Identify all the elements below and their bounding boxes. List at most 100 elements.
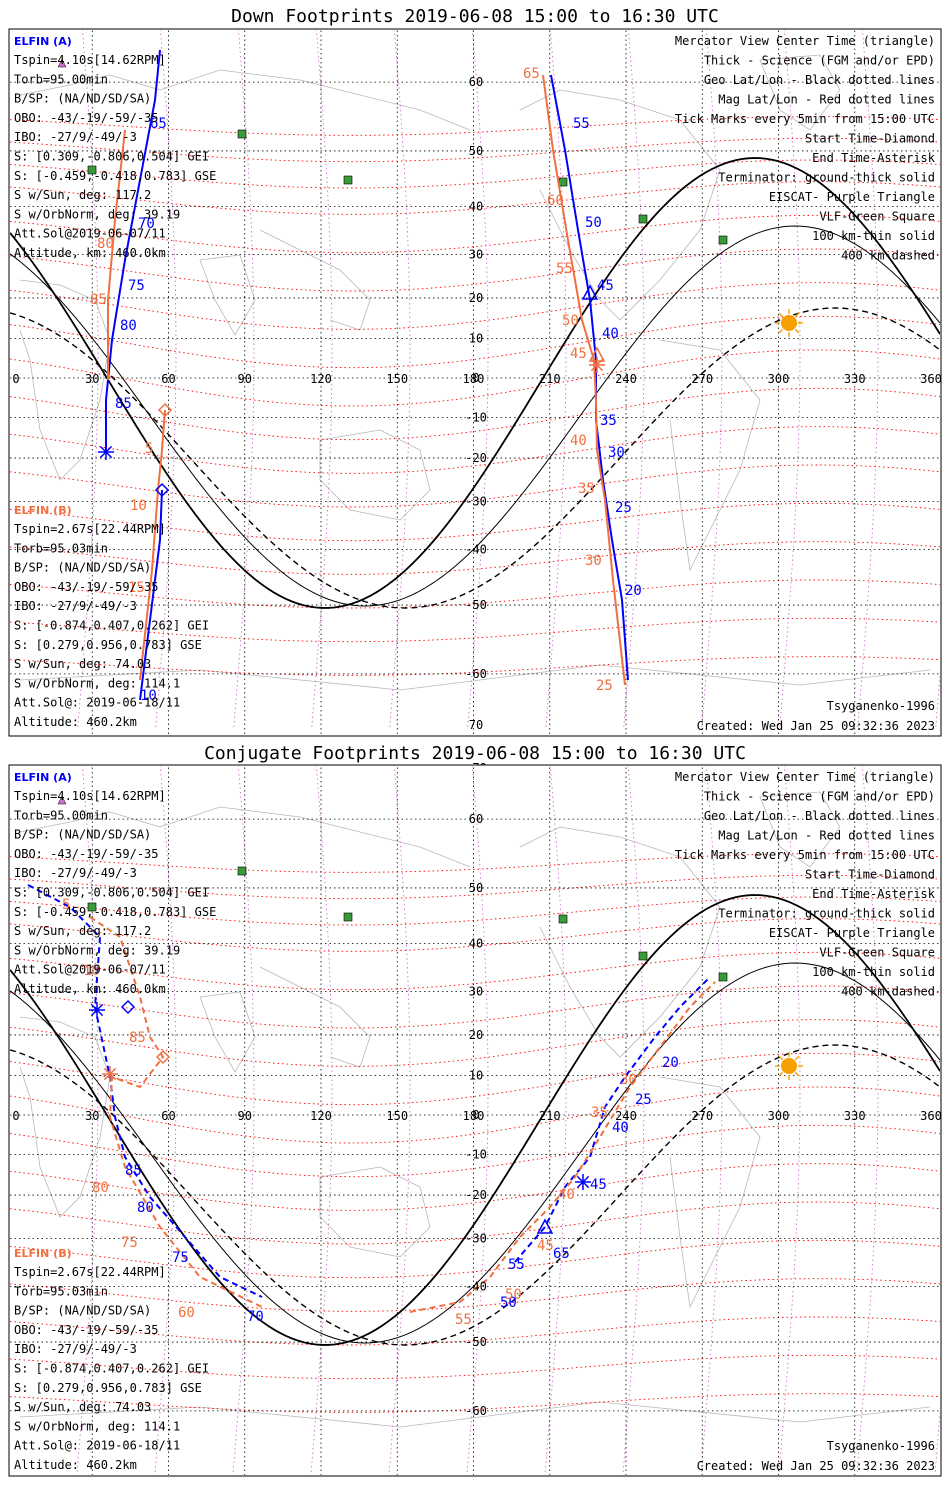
elfin-a-time-tick: 20 [662,1055,679,1071]
elfin-a-time-tick: 45 [597,278,614,294]
elfin-a-time-tick: 30 [608,445,625,461]
elfin-a-title: ELFIN (A) [14,771,72,784]
satellite-tracks [105,49,629,701]
vlf-station-square [237,129,247,139]
coastline-segment [19,1016,111,1218]
lon-tick-label: 270 [691,1109,713,1123]
elfin-b-param: Altitude: 460.2km [14,715,137,729]
elfin-b-info: ELFIN (B) Tspin=2.67s[22.44RPM] Torb=95.03… [14,504,209,729]
elfin-b-param: Altitude: 460.2km [14,1458,137,1472]
elfin-a-time-tick: 80 [120,318,137,334]
panel-title: Down Footprints 2019-06-08 15:00 to 16:3… [231,6,719,27]
elfin-b-param: Att.Sol@: 2019-06-18/11 [14,1439,180,1453]
created-timestamp: Created: Wed Jan 25 09:32:36 2023 [697,1459,935,1473]
lat-tick-label: -60 [465,1404,487,1418]
elfin-a-param: B/SP: (NA/ND/SD/SA) [14,92,151,106]
start-time-diamond [154,482,170,498]
elfin-b-param: Tspin=2.67s[22.44RPM] [14,1265,166,1279]
elfin-a-param: Torb=95.00min [14,72,108,86]
elfin-b-time-tick: 85 [90,292,107,308]
mag-latitude-line [10,387,940,441]
lat-tick-label: 50 [469,881,483,895]
mag-latitude-line [10,985,940,1029]
lon-tick-label: 150 [386,1109,408,1123]
lat-tick-label: 30 [469,248,483,262]
lon-tick-label: 180 [463,1109,485,1123]
elfin-b-time-tick: 50 [505,1287,522,1303]
elfin-b-time-tick: 65 [523,66,540,82]
elfin-a-time-tick: 75 [172,1250,189,1266]
legend: Mercator View Center Time (triangle) Thic… [675,34,936,263]
elfin-b-param: B/SP: (NA/ND/SD/SA) [14,1304,151,1318]
elfin-b-param: OBO: -43/-19/-59/-35 [14,1323,159,1337]
lon-tick-label: 30 [85,372,99,386]
panel-conjugate: Conjugate Footprints 2019-06-08 15:00 to… [8,718,942,1500]
elfin-b-info: ELFIN (B) Tspin=2.67s[22.44RPM] Torb=95.03… [14,1247,209,1472]
elfin-a-time-tick: 70 [138,216,155,232]
lat-tick-label: 10 [469,1069,483,1083]
lon-tick-label: 240 [615,1109,637,1123]
sun-icon [775,1052,803,1080]
lon-tick-label: 60 [161,1109,175,1123]
mag-latitude-line [10,464,940,508]
legend-entry: Geo Lat/Lon - Black dotted lines [704,809,935,823]
lon-tick-label: 0 [12,372,19,386]
elfin-a-param: OBO: -43/-19/-59/-35 [14,847,159,861]
lat-tick-label: 0 [472,371,479,385]
lon-tick-label: 270 [691,372,713,386]
elfin-b-param: Torb=95.03min [14,1284,108,1298]
elfin-b-time-tick: 5 [145,441,153,457]
coastline-segment [319,429,431,521]
panel-title: Conjugate Footprints 2019-06-08 15:00 to… [204,743,746,764]
elfin-b-time-tick: 35 [591,1105,608,1121]
lat-tick-label: -20 [465,1188,487,1202]
lat-tick-label: 70 [469,718,483,732]
elfin-a-param: OBO: -43/-19/-59/-35 [14,111,159,125]
center-time-triangle [588,346,606,362]
lat-tick-label: 40 [469,200,483,214]
elfin-b-time-tick: 45 [570,346,587,362]
mag-latitude-line [10,1201,940,1245]
legend-entry: End Time-Asterisk [812,887,936,901]
elfin-b-title: ELFIN (B) [14,504,72,517]
terminator-ground [10,157,940,609]
coastline-segment [759,791,841,868]
elfin-a-time-tick: 65 [553,1246,570,1262]
coastline-segment [19,664,931,691]
legend-entry: Mag Lat/Lon - Red dotted lines [718,93,935,107]
elfin-a-track [139,489,163,701]
lat-tick-label: 20 [469,1028,483,1042]
coastline-segment [199,991,256,1073]
lon-tick-label: 210 [539,372,561,386]
elfin-b-time-tick: 30 [585,553,602,569]
terminator-100km [10,962,940,1344]
legend-entry: End Time-Asterisk [812,151,936,165]
lat-tick-label: -10 [465,410,487,424]
lon-tick-label: 150 [386,372,408,386]
map-frame [8,764,942,1477]
elfin-b-param: Tspin=2.67s[22.44RPM] [14,522,166,536]
elfin-a-param: Att.Sol@2019-06-07/11 [14,227,166,241]
vlf-station-square [558,177,568,187]
elfin-b-time-tick: 40 [570,433,587,449]
geo-grid [10,30,940,735]
vlf-station-square [343,912,353,922]
elfin-b-param: S w/Sun, deg: 74.03 [14,657,151,671]
elfin-a-time-tick: 25 [635,1092,652,1108]
center-time-triangle [581,284,599,300]
terminators [10,894,940,1346]
lon-tick-label: 360 [920,372,942,386]
elfin-a-time-tick: 55 [573,116,590,132]
elfin-b-time-tick: 25 [596,678,613,694]
coastlines [19,54,931,691]
vlf-station-square [87,165,97,175]
terminator-ground [10,894,940,1346]
center-time-triangle [536,1218,554,1234]
lat-tick-label: 40 [469,937,483,951]
legend-entry: Thick - Science (FGM and/or EPD) [704,790,935,804]
lat-tick-label: -10 [465,1147,487,1161]
mag-latitude-line [10,248,940,292]
lon-tick-label: 120 [310,1109,332,1123]
coastline-segment [519,89,721,321]
legend-entry: 400 km-dashed [841,249,935,263]
